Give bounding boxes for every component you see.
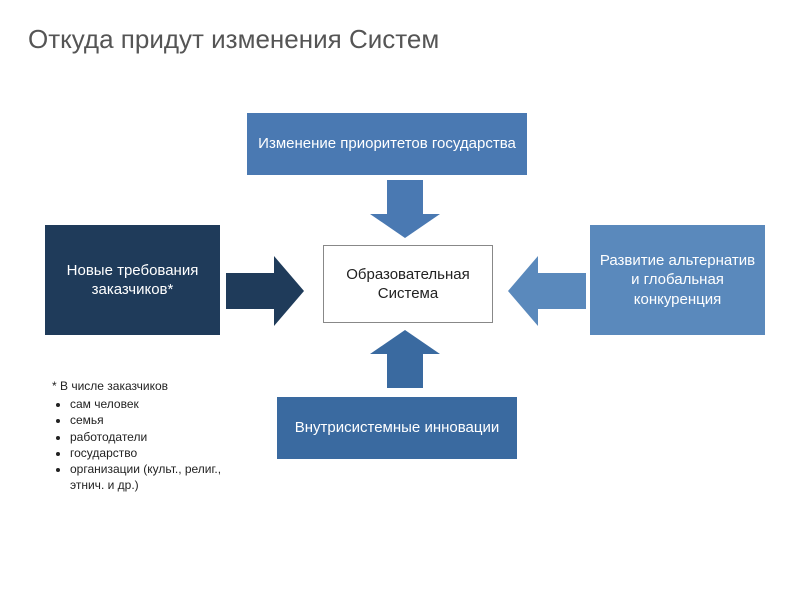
center-label: Образовательная Система: [324, 265, 492, 304]
footnote-item: сам человек: [70, 396, 222, 412]
footnote: * В числе заказчиков сам человексемьяраб…: [52, 378, 222, 493]
arrow-right-icon: [226, 256, 304, 326]
box-right: Развитие альтернатив и глобальная конкур…: [590, 225, 765, 335]
box-right-label: Развитие альтернатив и глобальная конкур…: [598, 251, 757, 310]
footnote-item: семья: [70, 412, 222, 428]
page-title: Откуда придут изменения Систем: [28, 24, 439, 55]
box-left: Новые требования заказчиков*: [45, 225, 220, 335]
box-bottom-label: Внутрисистемные инновации: [295, 418, 499, 438]
arrow-up-icon: [370, 330, 440, 388]
box-top: Изменение приоритетов государства: [247, 113, 527, 175]
center-box: Образовательная Система: [323, 245, 493, 323]
footnote-list: сам человексемьяработодателигосударствоо…: [52, 396, 222, 493]
footnote-item: работодатели: [70, 429, 222, 445]
footnote-item: государство: [70, 445, 222, 461]
footnote-lead: * В числе заказчиков: [52, 378, 222, 394]
box-top-label: Изменение приоритетов государства: [258, 134, 516, 154]
arrow-left-icon: [508, 256, 586, 326]
box-bottom: Внутрисистемные инновации: [277, 397, 517, 459]
footnote-item: организации (культ., религ., этнич. и др…: [70, 461, 222, 493]
box-left-label: Новые требования заказчиков*: [53, 261, 212, 300]
arrow-down-icon: [370, 180, 440, 238]
